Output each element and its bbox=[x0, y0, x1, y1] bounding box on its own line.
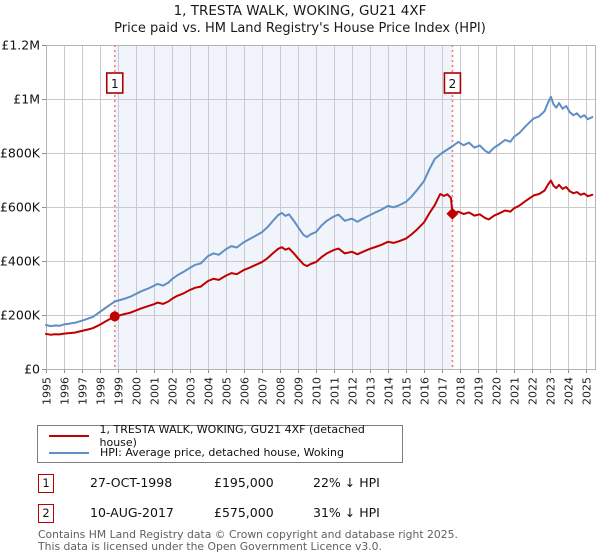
x-axis-label: 2004 bbox=[203, 377, 216, 405]
x-axis-label: 2003 bbox=[185, 377, 198, 405]
transaction-1-badge: 1 bbox=[38, 474, 54, 493]
x-axis-label: 2024 bbox=[563, 377, 576, 405]
transaction-1-hpi-delta: 22% ↓ HPI bbox=[313, 475, 380, 490]
x-axis-label: 1998 bbox=[95, 377, 108, 405]
footer-line2: This data is licensed under the Open Gov… bbox=[38, 539, 382, 553]
sale-1-point-marker bbox=[109, 311, 120, 322]
x-axis-label: 2016 bbox=[419, 377, 432, 405]
transaction-2-hpi-delta: 31% ↓ HPI bbox=[313, 505, 380, 520]
sale-1-flag: 1 bbox=[105, 72, 124, 94]
transaction-2-price: £575,000 bbox=[214, 505, 274, 520]
y-axis-label: £1.2M bbox=[1, 38, 40, 53]
transaction-2-badge: 2 bbox=[38, 504, 54, 523]
legend-box: 1, TRESTA WALK, WOKING, GU21 4XF (detach… bbox=[37, 423, 403, 463]
y-axis-label: £1M bbox=[13, 92, 40, 107]
x-axis-label: 2015 bbox=[401, 377, 414, 405]
transaction-1-price: £195,000 bbox=[214, 475, 274, 490]
sale-flag-number: 1 bbox=[111, 77, 119, 91]
x-axis-label: 2010 bbox=[311, 377, 324, 405]
y-axis-label: £0 bbox=[24, 362, 40, 377]
x-axis-label: 1999 bbox=[113, 377, 126, 405]
x-axis-label: 1996 bbox=[59, 377, 72, 405]
x-axis-label: 2020 bbox=[491, 377, 504, 405]
chart-title-line1: 1, TRESTA WALK, WOKING, GU21 4XF bbox=[173, 3, 427, 19]
transaction-2-date: 10-AUG-2017 bbox=[90, 505, 174, 520]
x-axis-label: 2018 bbox=[455, 377, 468, 405]
x-axis-label: 2001 bbox=[149, 377, 162, 405]
price-history-chart: 1 2 £0 £200K £400K £600K £800K £1M £1.2M 1995 1996… bbox=[0, 38, 596, 405]
x-axis-label: 2011 bbox=[329, 377, 342, 405]
y-axis-label: £800K bbox=[0, 146, 41, 161]
plot-border bbox=[46, 45, 596, 370]
sale-2-flag: 2 bbox=[443, 72, 462, 94]
y-axis-label: £200K bbox=[0, 308, 41, 323]
transaction-row-2: 2 10-AUG-2017 £575,000 31% ↓ HPI bbox=[0, 504, 600, 524]
hpi-line bbox=[45, 95, 594, 328]
sale-flag-box bbox=[443, 72, 462, 94]
chart-title: 1, TRESTA WALK, WOKING, GU21 4XF Price p… bbox=[0, 3, 600, 37]
x-axis-label: 1997 bbox=[77, 377, 90, 405]
x-axis-label: 2023 bbox=[545, 377, 558, 405]
x-axis-label: 2005 bbox=[221, 377, 234, 405]
x-axis-label: 2000 bbox=[131, 377, 144, 405]
sale-flag-number: 2 bbox=[449, 77, 457, 91]
x-axis-label: 2008 bbox=[275, 377, 288, 405]
x-axis-label: 2025 bbox=[581, 377, 594, 405]
y-axis-label: £400K bbox=[0, 254, 41, 269]
x-axis-label: 2022 bbox=[527, 377, 540, 405]
property-price-line bbox=[45, 179, 594, 336]
license-footer: Contains HM Land Registry data © Crown c… bbox=[38, 529, 458, 552]
transaction-row-1: 1 27-OCT-1998 £195,000 22% ↓ HPI bbox=[0, 474, 600, 494]
x-axis-label: 2021 bbox=[509, 377, 522, 405]
legend-item-property: 1, TRESTA WALK, WOKING, GU21 4XF (detach… bbox=[38, 423, 402, 449]
y-axis-label: £600K bbox=[0, 200, 41, 215]
chart-title-line2: Price paid vs. HM Land Registry's House … bbox=[114, 21, 486, 36]
legend-item-hpi: HPI: Average price, detached house, Woki… bbox=[38, 446, 402, 460]
legend-label-hpi: HPI: Average price, detached house, Woki… bbox=[100, 446, 344, 459]
x-axis-label: 2019 bbox=[473, 377, 486, 405]
footer-line1: Contains HM Land Registry data © Crown c… bbox=[38, 528, 458, 541]
x-axis-label: 2017 bbox=[437, 377, 450, 405]
x-axis-label: 2006 bbox=[239, 377, 252, 405]
property-line-swatch bbox=[49, 434, 89, 437]
x-axis-label: 2012 bbox=[347, 377, 360, 405]
x-axis-label: 2013 bbox=[365, 377, 378, 405]
x-axis-label: 2007 bbox=[257, 377, 270, 405]
x-axis-label: 2014 bbox=[383, 377, 396, 405]
x-axis-label: 2009 bbox=[293, 377, 306, 405]
legend-label-property: 1, TRESTA WALK, WOKING, GU21 4XF (detach… bbox=[99, 422, 365, 449]
x-axis-label: 2002 bbox=[167, 377, 180, 405]
hpi-line-swatch bbox=[49, 451, 89, 454]
sale-flag-box bbox=[105, 72, 124, 94]
transaction-1-date: 27-OCT-1998 bbox=[90, 475, 173, 490]
x-axis-label: 1995 bbox=[41, 377, 54, 405]
sale-2-point-marker bbox=[446, 207, 459, 220]
